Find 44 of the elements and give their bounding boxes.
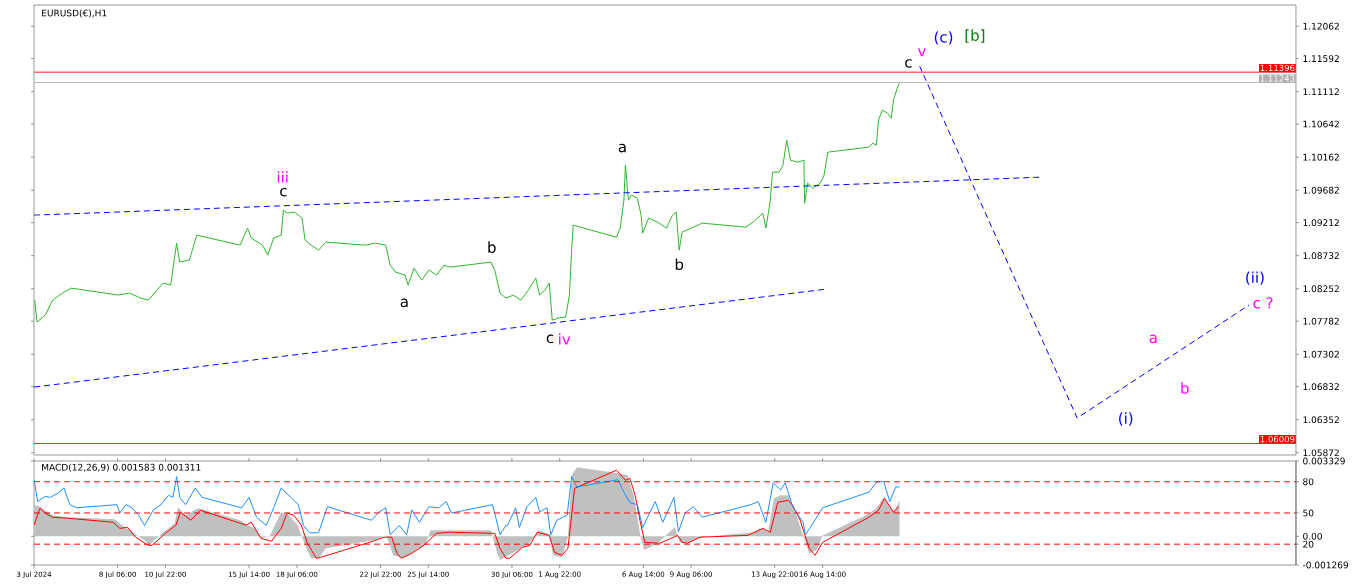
y2-tick-label: 50 (1303, 509, 1314, 517)
annotation: (ii) (1246, 271, 1264, 285)
line-series (34, 476, 900, 536)
chart-title: EURUSD(€),H1 (42, 9, 107, 18)
annotation: c (546, 334, 554, 344)
y-tick-label: 1.10162 (1303, 153, 1339, 161)
annotation: b (1181, 382, 1189, 394)
ref-line-label: 1.11243 (1260, 75, 1295, 82)
annotation: a (618, 143, 626, 153)
ref-line-label: 1.06009 (1260, 435, 1295, 443)
y-tick-label: -0.001269 (1302, 561, 1349, 569)
annotation: c ? (1253, 297, 1273, 309)
annotation: v (917, 48, 926, 57)
y-tick-label: 0.00 (1303, 532, 1322, 540)
annotation: iii (277, 171, 288, 183)
y-tick-label: 1.09682 (1303, 186, 1339, 194)
annotation: [b] (965, 29, 985, 43)
annotation: (i) (1119, 412, 1133, 426)
ref-line-label: 1.11396 (1260, 64, 1295, 72)
annotation: (c) (934, 31, 953, 45)
line-series (34, 82, 900, 323)
y-tick-label: 1.09212 (1303, 219, 1339, 227)
annotation: b (675, 258, 684, 270)
y-tick-label: 1.06352 (1303, 416, 1339, 424)
y-tick-label: 1.06832 (1303, 383, 1339, 391)
annotation: c (905, 59, 912, 68)
y-tick-label: 1.11112 (1303, 88, 1339, 96)
y2-tick-label: 20 (1303, 540, 1314, 548)
annotation: a (400, 298, 408, 308)
y-tick-label: 1.05872 (1303, 449, 1339, 457)
y-tick-label: 1.11592 (1303, 55, 1339, 62)
chart-title: MACD(12,26,9) 0.001583 0.001311 (42, 463, 201, 472)
y-tick-label: 1.07302 (1303, 350, 1339, 358)
y-tick-label: 0.003329 (1303, 457, 1345, 465)
y-tick-label: 1.07782 (1303, 317, 1339, 325)
annotation: c (280, 187, 287, 197)
y-tick-label: 1.08252 (1303, 285, 1339, 293)
y-tick-label: 1.08732 (1303, 252, 1339, 260)
y2-tick-label: 80 (1303, 478, 1314, 486)
y-tick-label: 1.10642 (1303, 120, 1339, 128)
annotation: b (488, 241, 496, 253)
annotation: iv (559, 333, 571, 345)
y-tick-label: 1.12062 (1303, 22, 1339, 30)
annotation: a (1149, 334, 1157, 344)
